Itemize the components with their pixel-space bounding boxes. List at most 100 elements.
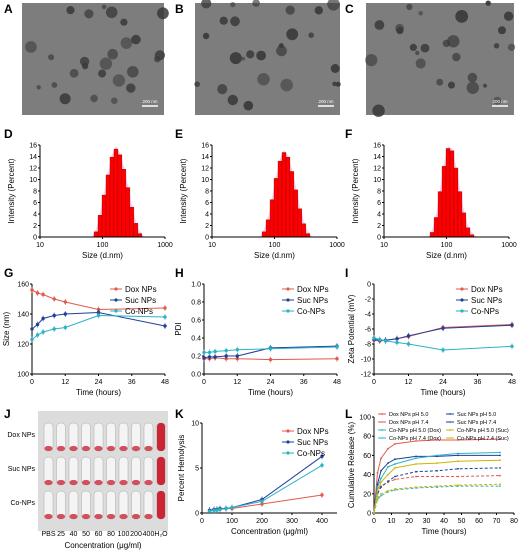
nanoparticle (507, 43, 516, 51)
legend-entry: Suc NPs (297, 438, 328, 447)
pdi-stability-chart: 0.0 0.2 0.4 0.6 0.8 1.0 0 12 24 36 48 Time (hours) P… (174, 282, 341, 398)
y-tick-label: 0.6 (191, 318, 201, 325)
legend-marker (460, 309, 464, 313)
data-point (41, 292, 45, 297)
panel-label-c: C (345, 2, 354, 16)
nanoparticle (415, 58, 426, 69)
data-point (436, 475, 438, 478)
y-tick-label: 80 (363, 434, 371, 441)
nanoparticle (374, 20, 385, 30)
data-point (218, 507, 222, 512)
data-point (213, 355, 217, 359)
legend-entry: Suc NPs (297, 296, 328, 305)
tube-column-label: 60 (95, 531, 103, 538)
data-point (394, 475, 396, 478)
data-point (320, 454, 324, 458)
zeta-potential-chart: -12 -10 -8 -6 -4 -2 0 0 12 24 36 48 Time (hours) Zeta… (347, 282, 516, 398)
tube-contents (94, 446, 103, 451)
series-line (373, 467, 501, 514)
y-tick-label: 4 (205, 212, 209, 219)
data-point (213, 349, 217, 354)
histogram-bar (105, 174, 111, 238)
y-tick-label: 12 (201, 166, 209, 173)
nanoparticle (98, 69, 107, 78)
histogram-bar (133, 223, 139, 238)
data-point (415, 475, 417, 478)
data-point (52, 297, 56, 301)
y-tick-label: -10 (361, 357, 371, 364)
nanoparticle (120, 37, 133, 49)
x-tick-label: 0 (30, 379, 34, 386)
nanoparticle (493, 96, 502, 105)
data-point (436, 439, 438, 441)
data-point (415, 470, 417, 473)
tube-column-label: 100 (118, 531, 130, 538)
tube-contents (132, 446, 140, 451)
data-point (387, 447, 389, 450)
legend-marker (381, 421, 383, 423)
nanoparticle (395, 23, 404, 33)
data-point (372, 336, 376, 340)
x-tick-label: 100 (97, 242, 109, 249)
nanoparticle (257, 73, 270, 86)
x-axis-label: Size (d.nm) (254, 251, 295, 260)
data-point (207, 355, 212, 359)
panel-label-a: A (4, 2, 13, 16)
data-point (207, 350, 212, 355)
nanoparticle (202, 32, 210, 40)
data-point (373, 512, 375, 514)
nanoparticle (101, 4, 107, 10)
panel-label-g: G (4, 266, 14, 280)
x-tick-label: 80 (510, 518, 518, 525)
data-point (30, 327, 34, 331)
tube-contents (94, 514, 103, 519)
histogram-bar (453, 167, 459, 238)
nanoparticle (105, 6, 118, 19)
data-point (457, 475, 459, 478)
legend-marker (449, 437, 451, 439)
data-point (499, 474, 501, 477)
data-point (335, 345, 339, 349)
y-tick-label: 12 (29, 166, 37, 173)
y-axis-label: Size (nm) (2, 312, 11, 347)
data-point (52, 327, 56, 331)
y-tick-label: 100 (17, 372, 29, 379)
data-point (380, 486, 382, 488)
y-tick-label: 120 (17, 342, 29, 349)
data-point (395, 337, 399, 341)
x-tick-label: 12 (405, 379, 413, 386)
nanoparticle (415, 50, 420, 56)
data-point (510, 323, 514, 327)
histogram-bar (445, 148, 451, 238)
histogram-bar (261, 231, 267, 238)
nanoparticle (51, 82, 58, 88)
data-point (380, 481, 382, 484)
nanoparticle (482, 83, 488, 88)
data-point (499, 467, 501, 469)
histogram-bar (449, 150, 455, 238)
y-tick-label: 60 (363, 453, 371, 460)
tube-contents (82, 480, 90, 485)
panel-label-f: F (345, 127, 353, 141)
x-tick-label: 36 (300, 379, 308, 386)
data-point (63, 312, 67, 316)
tube-contents (107, 514, 115, 519)
y-tick-label: 14 (373, 154, 381, 161)
x-tick-label: 10 (36, 242, 44, 249)
y-tick-label: 5 (195, 466, 199, 473)
tube-contents (57, 446, 65, 451)
data-point (499, 454, 501, 457)
histogram-bar (97, 215, 103, 238)
y-tick-label: 10 (201, 177, 209, 184)
y-tick-label: 12 (373, 166, 381, 173)
tube-contents (157, 457, 165, 485)
y-tick-label: -6 (365, 327, 371, 334)
data-point (387, 473, 389, 476)
data-point (376, 498, 379, 501)
y-tick-label: 1.0 (191, 282, 201, 289)
series-line (209, 455, 323, 511)
data-point (499, 483, 501, 486)
x-tick-label: 0 (372, 518, 376, 525)
y-tick-label: 0 (33, 235, 37, 242)
data-point (335, 357, 339, 361)
